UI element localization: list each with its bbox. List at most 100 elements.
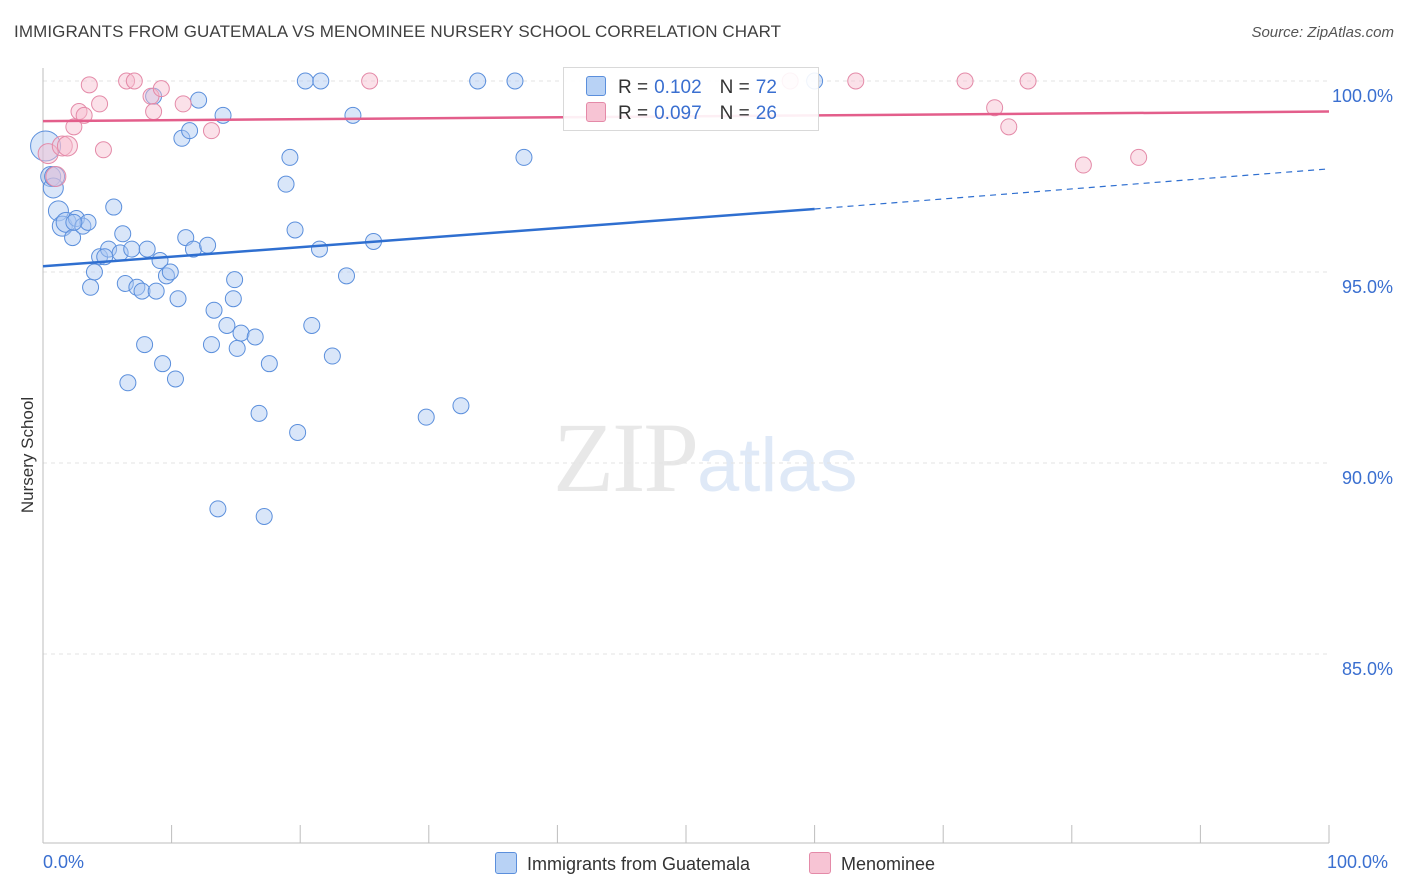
legend-r-label: R = xyxy=(618,103,649,124)
x-tick-label-min: 0.0% xyxy=(43,852,85,872)
guatemala-point xyxy=(469,72,487,90)
bottom-legend-menominee[interactable]: Menominee xyxy=(809,852,935,875)
guatemala-point xyxy=(169,290,187,308)
guatemala-point xyxy=(286,221,304,239)
chart-title: IMMIGRANTS FROM GUATEMALA VS MENOMINEE N… xyxy=(14,22,782,41)
guatemala-point xyxy=(184,240,202,258)
menominee-point xyxy=(1130,148,1148,166)
menominee-point xyxy=(202,122,220,140)
menominee-point xyxy=(986,99,1004,117)
menominee-point xyxy=(51,135,73,157)
legend-row-menominee: R = 0.097 N = 26 xyxy=(586,102,777,124)
guatemala-point xyxy=(281,148,299,166)
guatemala-point xyxy=(296,72,314,90)
guatemala-point xyxy=(123,240,141,258)
legend-n-label: N = xyxy=(719,77,750,98)
guatemala-point xyxy=(181,122,199,140)
guatemala-point xyxy=(337,267,355,285)
menominee-point xyxy=(361,72,379,90)
guatemala-point xyxy=(506,72,524,90)
guatemala-point xyxy=(277,175,295,193)
menominee-point xyxy=(956,72,974,90)
y-tick-label-100: 100.0% xyxy=(1331,86,1393,106)
guatemala-point xyxy=(65,213,83,231)
legend-row-guatemala: R = 0.102 N = 72 xyxy=(586,76,777,98)
guatemala-point xyxy=(289,423,307,441)
bottom-legend-guatemala[interactable]: Immigrants from Guatemala xyxy=(495,852,750,875)
guatemala-point xyxy=(303,316,321,334)
guatemala-point xyxy=(85,263,103,281)
menominee-point xyxy=(65,118,83,136)
guatemala-point xyxy=(209,500,227,518)
guatemala-point xyxy=(138,240,156,258)
guatemala-point xyxy=(312,72,330,90)
legend-n-label: N = xyxy=(719,103,750,124)
guatemala-point xyxy=(190,91,208,109)
guatemala-trend-line xyxy=(42,207,815,268)
legend-r-value: 0.102 xyxy=(654,77,702,98)
guatemala-point xyxy=(105,198,123,216)
guatemala-point xyxy=(202,336,220,354)
guatemala-point xyxy=(147,282,165,300)
legend-r-value: 0.097 xyxy=(654,103,702,124)
menominee-point xyxy=(45,166,67,187)
guatemala-point xyxy=(323,347,341,365)
guatemala-point xyxy=(166,370,184,388)
guatemala-point xyxy=(260,355,278,373)
guatemala-point xyxy=(255,507,273,525)
menominee-point xyxy=(145,103,163,121)
guatemala-point xyxy=(417,408,435,426)
bottom-legend-label: Menominee xyxy=(841,854,936,874)
source-label: Source: ZipAtlas.com xyxy=(1251,24,1394,41)
menominee-point xyxy=(125,72,143,90)
legend-r-label: R = xyxy=(618,77,649,98)
guatemala-point xyxy=(310,240,328,258)
guatemala-point xyxy=(232,324,250,342)
guatemala-point xyxy=(452,397,470,415)
guatemala-point xyxy=(114,225,132,243)
legend-n-value: 72 xyxy=(755,77,777,98)
menominee-point xyxy=(1074,156,1092,174)
menominee-point xyxy=(80,76,98,94)
legend-swatch-blue xyxy=(586,76,606,96)
watermark: ZIPatlas xyxy=(553,400,858,515)
bottom-legend-swatch-pink xyxy=(809,852,831,874)
legend-n-value: 26 xyxy=(755,103,777,124)
bottom-legend-swatch-blue xyxy=(495,852,517,874)
guatemala-point xyxy=(344,106,362,124)
menominee-point xyxy=(174,95,192,113)
menominee-point xyxy=(75,106,93,124)
guatemala-point xyxy=(136,336,154,354)
guatemala-point xyxy=(82,278,100,296)
menominee-point xyxy=(56,135,78,157)
menominee-point xyxy=(152,80,170,98)
guatemala-point xyxy=(79,213,97,231)
menominee-point xyxy=(1000,118,1018,136)
y-tick-label-95: 95.0% xyxy=(1341,277,1393,297)
guatemala-point xyxy=(224,290,242,308)
menominee-point xyxy=(91,95,109,113)
bottom-legend-label: Immigrants from Guatemala xyxy=(527,854,751,874)
guatemala-trend-extension xyxy=(814,168,1330,210)
menominee-point xyxy=(94,141,112,159)
y-axis-label: Nursery School xyxy=(18,396,37,514)
guatemala-point xyxy=(218,316,236,334)
y-tick-label-90: 90.0% xyxy=(1341,468,1393,488)
watermark-atlas: atlas xyxy=(697,423,858,508)
guatemala-point xyxy=(64,229,82,247)
y-tick-label-85: 85.0% xyxy=(1341,659,1393,679)
menominee-point xyxy=(1019,72,1037,90)
legend-swatch-pink xyxy=(586,102,606,122)
guatemala-point xyxy=(205,301,223,319)
x-tick-label-max: 100.0% xyxy=(1327,852,1389,872)
watermark-zip: ZIP xyxy=(553,402,699,513)
menominee-point xyxy=(847,72,865,90)
stats-legend: R = 0.102 N = 72 R = 0.097 N = 26 xyxy=(563,67,819,131)
guatemala-point xyxy=(228,339,246,357)
guatemala-point xyxy=(154,355,172,373)
guatemala-point xyxy=(199,236,217,254)
guatemala-point xyxy=(246,328,264,346)
guatemala-point xyxy=(515,148,533,166)
guatemala-point xyxy=(226,271,244,289)
